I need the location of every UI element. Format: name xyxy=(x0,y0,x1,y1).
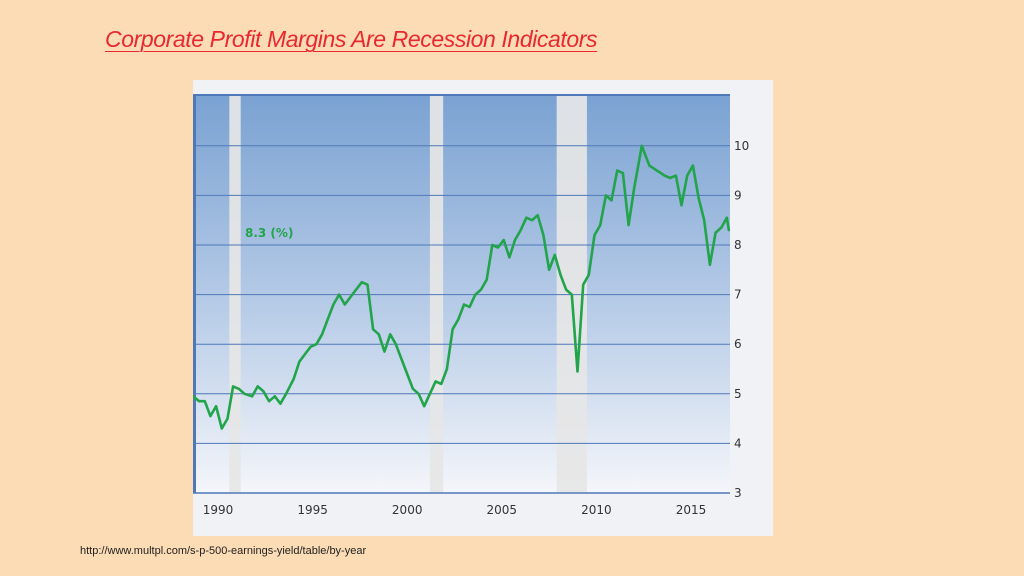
y-tick-label: 6 xyxy=(734,337,742,351)
recession-band xyxy=(229,95,241,493)
slide-title: Corporate Profit Margins Are Recession I… xyxy=(105,26,598,52)
profit-margin-line xyxy=(193,144,731,430)
y-tick-label: 4 xyxy=(734,436,742,450)
source-url[interactable]: http://www.multpl.com/s-p-500-earnings-y… xyxy=(80,545,367,557)
y-tick-label: 10 xyxy=(734,139,749,153)
y-tick-label: 8 xyxy=(734,238,742,252)
y-tick-label: 3 xyxy=(734,486,742,500)
recession-band xyxy=(429,95,444,493)
x-tick-label: 1995 xyxy=(297,503,328,517)
annotation-label: 8.3 (%) xyxy=(245,226,293,240)
x-tick-label: 2015 xyxy=(676,503,707,517)
y-tick-label: 7 xyxy=(734,288,742,302)
x-tick-label: 2005 xyxy=(487,503,518,517)
x-tick-label: 1990 xyxy=(203,503,234,517)
x-tick-label: 2000 xyxy=(392,503,423,517)
profit-margin-chart: 3 4 5 6 7 8 9 10 1990 1995 2000 2005 2010 2015 8.3 (… xyxy=(193,94,749,517)
plot-left-edge xyxy=(193,95,196,493)
plot-area xyxy=(193,95,730,493)
x-tick-label: 2010 xyxy=(581,503,612,517)
chart-frame: 3 4 5 6 7 8 9 10 1990 1995 2000 2005 2010 2015 8.3 (… xyxy=(193,80,773,536)
y-tick-label: 5 xyxy=(734,387,742,401)
y-tick-label: 9 xyxy=(734,188,742,202)
